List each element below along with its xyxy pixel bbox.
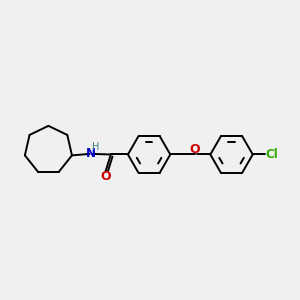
Text: N: N	[86, 147, 96, 160]
Text: H: H	[92, 142, 100, 152]
Text: Cl: Cl	[265, 148, 278, 161]
Text: O: O	[190, 143, 200, 156]
Text: O: O	[100, 170, 110, 183]
